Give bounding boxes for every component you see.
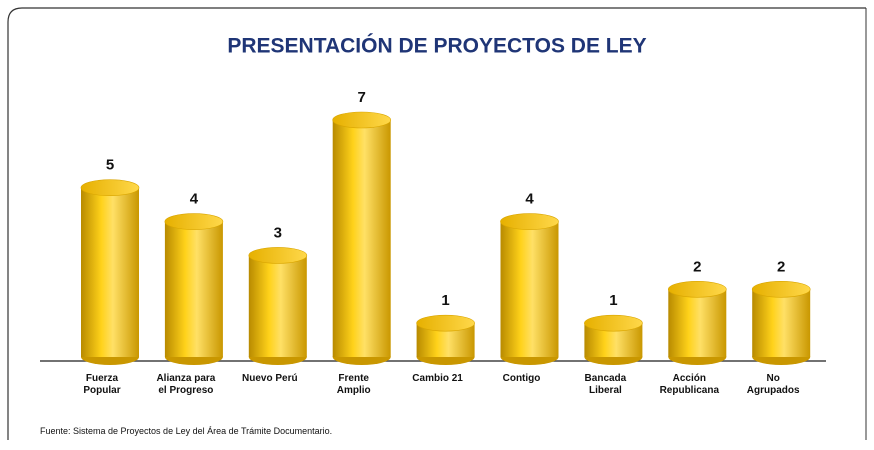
x-tick-label: Contigo	[503, 373, 541, 384]
x-tick-label: Frente Amplio	[337, 373, 371, 396]
value-label: 1	[441, 292, 449, 309]
bar	[332, 120, 391, 357]
x-tick-label: Alianza para el Progreso	[156, 373, 215, 396]
bar-top	[332, 111, 392, 129]
bar	[164, 221, 223, 357]
x-tick-label: Bancada Liberal	[585, 373, 627, 396]
bar-top	[248, 247, 308, 264]
bar-top	[584, 314, 643, 332]
bar	[752, 289, 811, 357]
value-label: 3	[274, 224, 282, 241]
value-label: 2	[693, 258, 701, 275]
x-tick-label: Acción Republicana	[660, 373, 720, 396]
bar-top	[751, 280, 811, 298]
bar	[248, 255, 307, 357]
value-label: 4	[525, 191, 534, 208]
bar-top	[667, 280, 727, 298]
x-tick-label: Fuerza Popular	[83, 373, 120, 396]
value-label: 5	[106, 157, 114, 174]
bar	[81, 187, 139, 357]
source-note: Fuente: Sistema de Proyectos de Ley del …	[40, 426, 332, 436]
bar	[500, 221, 559, 357]
bar-top	[500, 213, 559, 230]
x-tick-label: No Agrupados	[747, 373, 800, 396]
value-label: 1	[609, 292, 617, 309]
bar-top	[80, 179, 140, 197]
value-label: 2	[777, 258, 785, 275]
value-label: 4	[190, 191, 199, 208]
x-tick-label: Nuevo Perú	[242, 373, 298, 384]
frame	[7, 7, 866, 440]
x-tick-label: Cambio 21	[412, 373, 463, 384]
value-label: 7	[358, 89, 366, 106]
bar-top	[416, 314, 475, 332]
bar	[668, 289, 727, 357]
chart-title: PRESENTACIÓN DE PROYECTOS DE LEY	[227, 34, 646, 58]
bar-top	[164, 213, 224, 230]
